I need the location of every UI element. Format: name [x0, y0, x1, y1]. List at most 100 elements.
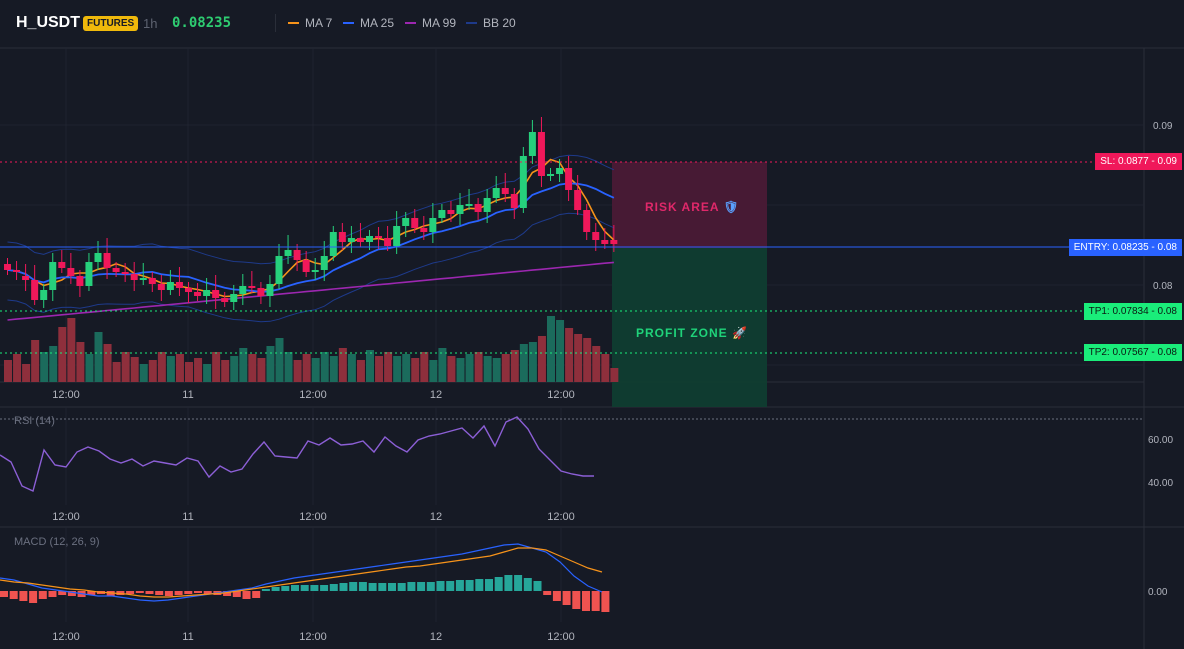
candle-body	[329, 232, 337, 256]
bb20-swatch	[466, 22, 477, 24]
profit-zone-text: PROFIT ZONE	[636, 326, 728, 340]
candle-body	[58, 262, 66, 268]
macd-hist-bar	[543, 591, 552, 595]
stop-loss-label[interactable]: SL: 0.0877 - 0.09	[1095, 153, 1182, 170]
rsi-time-axis: 12:00 11 12:00 12 12:00	[52, 511, 575, 523]
volume-bar	[13, 354, 22, 382]
candle-body	[194, 292, 202, 296]
time-tick: 12	[430, 511, 442, 523]
legend-ma25[interactable]: MA 25	[343, 16, 394, 30]
candle-body	[239, 286, 247, 294]
volume-bar	[103, 344, 112, 382]
candle-body	[221, 298, 229, 302]
macd-hist-bar	[19, 591, 28, 601]
legend-ma99[interactable]: MA 99	[405, 16, 456, 30]
volume-bar	[85, 354, 94, 382]
macd-hist-bar	[164, 591, 173, 596]
volume-bar	[547, 316, 555, 382]
legend-ma7[interactable]: MA 7	[288, 16, 332, 30]
macd-hist-bar	[135, 591, 144, 593]
tp2-label[interactable]: TP2: 0.07567 - 0.08	[1083, 344, 1182, 361]
volume-bar	[49, 346, 58, 382]
time-tick: 12:00	[299, 511, 327, 523]
macd-hist-bar	[310, 585, 319, 591]
volume-bar	[112, 362, 121, 382]
candle-body	[130, 274, 138, 280]
macd-hist-bar	[436, 581, 445, 591]
macd-hist-bar	[29, 591, 38, 603]
macd-hist-bar	[0, 591, 8, 597]
header-divider	[275, 14, 276, 32]
tp2-text: TP2: 0.07567	[1088, 347, 1149, 358]
volume-bar	[420, 352, 429, 382]
time-tick: 11	[182, 389, 193, 401]
candle-body	[574, 190, 582, 210]
volume-bar	[139, 364, 148, 382]
volume-bar	[157, 352, 166, 382]
candle-body	[22, 276, 30, 280]
entry-label[interactable]: ENTRY: 0.08235 - 0.08	[1068, 239, 1182, 256]
macd-hist-bar	[426, 582, 435, 591]
macd-hist-bar	[126, 591, 135, 594]
time-axis: 12:00 11 12:00 12 12:00	[52, 389, 575, 401]
volume-bar	[556, 320, 565, 382]
volume-bar	[366, 350, 374, 382]
volume-bar	[212, 352, 221, 382]
volume-bar	[510, 350, 519, 382]
candle-body	[175, 282, 183, 288]
macd-hist-bar	[465, 580, 474, 591]
candle-body	[85, 262, 93, 286]
macd-hist-bar	[58, 591, 67, 595]
macd-hist-bar	[223, 591, 232, 596]
candle-body	[67, 268, 75, 276]
timeframe-selector[interactable]: 1h	[143, 16, 158, 31]
candle-body	[275, 256, 283, 284]
macd-hist-bar	[320, 585, 329, 591]
profit-zone	[612, 248, 767, 407]
sl-axis-value: 0.09	[1157, 156, 1177, 167]
macd-hist-bar	[271, 587, 280, 591]
macd-hist-bar	[397, 583, 406, 591]
time-tick: 12:00	[52, 511, 80, 523]
price-tick: 0.09	[1153, 121, 1173, 132]
volume-bar	[4, 360, 12, 382]
candle-body	[347, 238, 355, 242]
candle-body	[537, 132, 545, 176]
candlesticks	[4, 117, 618, 310]
candle-body	[302, 260, 310, 272]
volume-bar	[239, 348, 248, 382]
volume-bar	[384, 352, 393, 382]
volume-bar	[329, 356, 338, 382]
candle-body	[429, 218, 437, 232]
candle-body	[411, 218, 419, 228]
volume-bar	[356, 360, 365, 382]
candle-body	[356, 238, 364, 242]
legend-ma99-label: MA 99	[422, 16, 457, 30]
macd-hist-bar	[9, 591, 18, 599]
macd-hist-bar	[87, 591, 96, 595]
futures-badge: FUTURES	[83, 16, 139, 31]
time-tick: 12:00	[547, 631, 575, 643]
macd-hist-bar	[232, 591, 241, 597]
macd-hist-bar	[194, 591, 202, 593]
candle-body	[610, 240, 618, 244]
macd-hist-bar	[203, 591, 212, 594]
ma25-swatch	[343, 22, 354, 24]
time-tick: 12:00	[547, 511, 575, 523]
volume-bar	[583, 338, 592, 382]
volume-bar	[185, 362, 193, 382]
volume-bar	[474, 352, 483, 382]
legend-bb20[interactable]: BB 20	[466, 16, 516, 30]
macd-hist-bar	[475, 579, 484, 591]
tp1-label[interactable]: TP1: 0.07834 - 0.08	[1083, 303, 1182, 320]
candle-body	[203, 290, 211, 296]
candle-body	[393, 226, 401, 246]
volume-bar	[230, 356, 239, 382]
volume-bar	[275, 338, 284, 382]
macd-hist-bar	[67, 591, 76, 596]
symbol-name[interactable]: H_USDT	[16, 14, 81, 31]
entry-text: ENTRY: 0.08235	[1073, 242, 1149, 253]
macd-hist-bar	[155, 591, 164, 595]
macd-hist-bar	[339, 583, 348, 591]
